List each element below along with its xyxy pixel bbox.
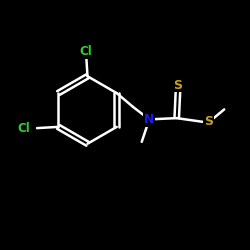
Text: S: S [174,78,182,92]
Text: Cl: Cl [17,122,30,134]
Text: S: S [204,116,213,128]
Text: Cl: Cl [80,45,92,58]
Text: N: N [144,113,154,126]
